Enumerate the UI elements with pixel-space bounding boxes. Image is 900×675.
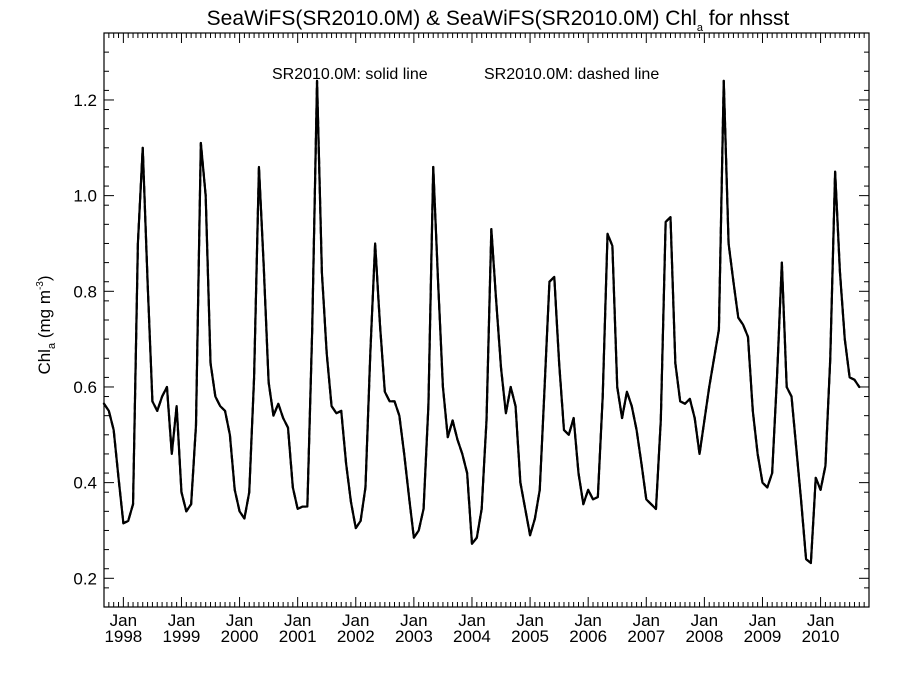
y-tick-label: 0.6 — [73, 378, 97, 397]
x-tick-year-label: 2008 — [685, 627, 723, 646]
series-layer — [102, 79, 861, 565]
y-tick-label: 0.2 — [73, 569, 97, 588]
x-tick-month-label: Jan — [516, 611, 543, 630]
y-axis: 0.2 0.4 0.6 0.8 1.0 1.2 — [73, 32, 869, 608]
x-tick-year-label: 2006 — [569, 627, 607, 646]
y-tick-label: 1.2 — [73, 91, 97, 110]
x-tick-month-label: Jan — [400, 611, 427, 630]
x-tick-year-label: 2009 — [744, 627, 782, 646]
legend-dashed-label: SR2010.0M: dashed line — [484, 66, 659, 83]
x-tick-month-label: Jan — [633, 611, 660, 630]
x-tick-year-label: 2005 — [511, 627, 549, 646]
x-tick-month-label: Jan — [284, 611, 311, 630]
x-tick-month-label: Jan — [226, 611, 253, 630]
y-tick-label: 1.0 — [73, 187, 97, 206]
x-tick-month-label: Jan — [691, 611, 718, 630]
x-tick-month-label: Jan — [749, 611, 776, 630]
x-tick-month-label: Jan — [342, 611, 369, 630]
x-tick-year-label: 2007 — [627, 627, 665, 646]
x-tick-year-label: 1998 — [104, 627, 142, 646]
y-tick-label: 0.8 — [73, 282, 97, 301]
x-tick-year-label: 2000 — [221, 627, 259, 646]
x-tick-month-label: Jan — [458, 611, 485, 630]
plot-frame — [103, 32, 870, 608]
x-tick-year-label: 2003 — [395, 627, 433, 646]
x-tick-year-label: 2002 — [337, 627, 375, 646]
x-tick-year-label: 2001 — [279, 627, 317, 646]
legend-solid-label: SR2010.0M: solid line — [272, 66, 428, 83]
x-axis: Jan1998Jan1999Jan2000Jan2001Jan2002Jan20… — [103, 33, 870, 646]
x-tick-month-label: Jan — [110, 611, 137, 630]
x-tick-month-label: Jan — [168, 611, 195, 630]
x-tick-year-label: 1999 — [163, 627, 201, 646]
x-tick-month-label: Jan — [807, 611, 834, 630]
chart-title: SeaWiFS(SR2010.0M) & SeaWiFS(SR2010.0M) … — [207, 7, 790, 34]
x-tick-year-label: 2004 — [453, 627, 491, 646]
x-tick-month-label: Jan — [574, 611, 601, 630]
x-tick-year-label: 2010 — [802, 627, 840, 646]
y-axis-label: Chla (mg m-3) — [35, 275, 58, 374]
series-line-dashed — [102, 79, 861, 565]
y-tick-label: 0.4 — [73, 474, 97, 493]
